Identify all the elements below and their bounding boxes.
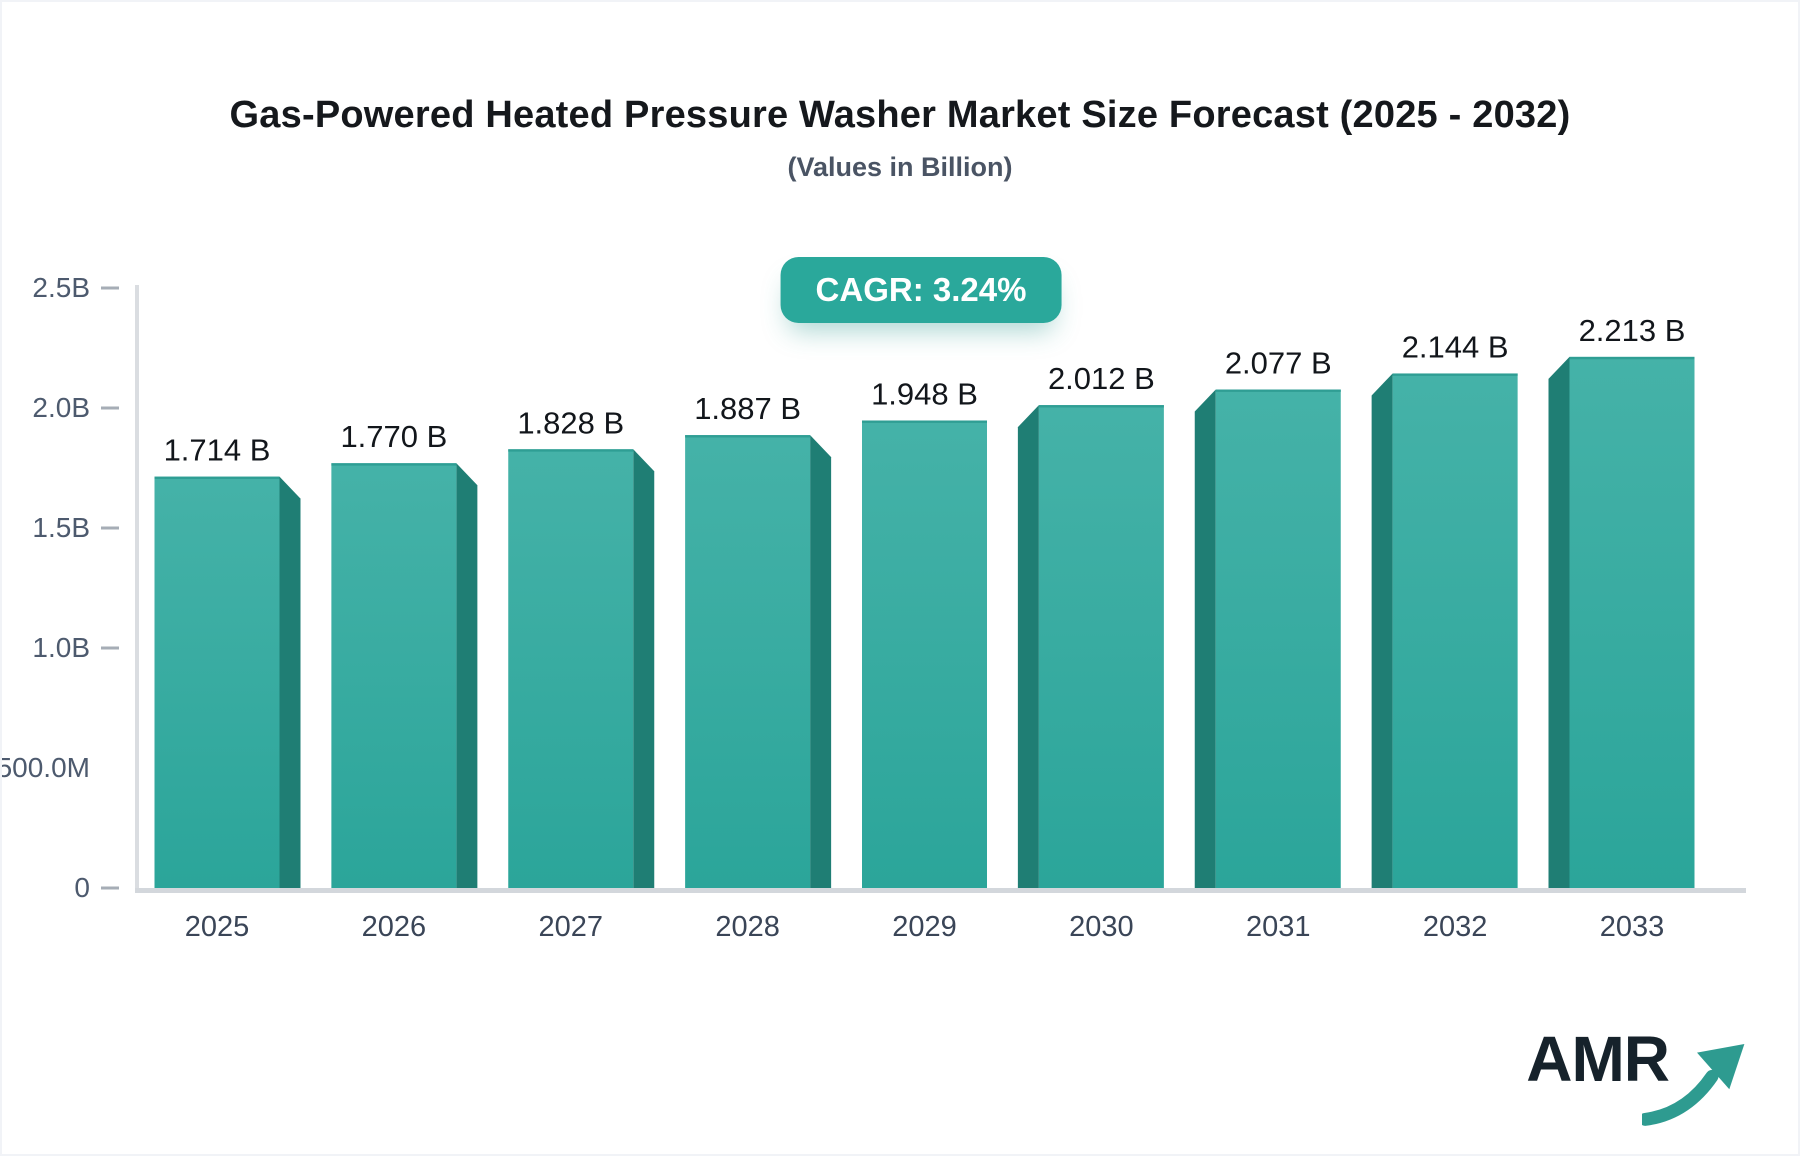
- bar-side-3d: [279, 476, 301, 888]
- x-axis-label: 2029: [892, 911, 957, 943]
- cagr-badge: CAGR: 3.24%: [780, 257, 1062, 323]
- bar-side-3d: [1548, 356, 1570, 888]
- x-axis-label: 2028: [715, 911, 780, 943]
- bar-value-label: 1.887 B: [694, 391, 801, 426]
- page-title: Gas-Powered Heated Pressure Washer Marke…: [229, 94, 1571, 136]
- y-axis-label: 1.5B: [32, 512, 90, 543]
- bar-side-3d: [1371, 373, 1393, 888]
- bar-2030[interactable]: [1038, 405, 1164, 888]
- x-axis-label: 2030: [1069, 911, 1134, 943]
- bar-2031[interactable]: [1215, 389, 1341, 888]
- y-axis-label: 0: [74, 872, 90, 903]
- bar-side-3d: [456, 463, 478, 888]
- bar-side-3d: [1017, 405, 1039, 888]
- bar-value-label: 1.948 B: [871, 376, 978, 411]
- y-axis-label: 1.0B: [32, 632, 90, 663]
- y-axis-label: 2.0B: [32, 392, 90, 423]
- bar-2033[interactable]: [1569, 356, 1695, 888]
- bar-value-label: 1.828 B: [517, 405, 624, 440]
- bar-side-3d: [810, 435, 832, 888]
- bar-value-label: 2.077 B: [1225, 346, 1332, 381]
- bar-value-label: 1.770 B: [340, 419, 447, 454]
- bar-2032[interactable]: [1392, 373, 1518, 888]
- x-axis-label: 2032: [1423, 911, 1488, 943]
- x-axis-label: 2026: [362, 911, 427, 943]
- bar-value-label: 2.012 B: [1048, 361, 1155, 396]
- cagr-badge-label: CAGR: 3.24%: [815, 271, 1027, 308]
- bar-value-label: 2.213 B: [1579, 313, 1686, 348]
- x-axis-label: 2025: [185, 911, 250, 943]
- x-axis-label: 2033: [1600, 911, 1665, 943]
- bar-2027[interactable]: [508, 449, 634, 888]
- bar-2028[interactable]: [685, 435, 811, 888]
- bar-side-3d: [633, 449, 655, 888]
- x-axis-label: 2031: [1246, 911, 1311, 943]
- growth-arrow-icon: [1642, 1044, 1745, 1126]
- y-axis-label: 2.5B: [32, 272, 90, 303]
- bar-2029[interactable]: [862, 420, 987, 888]
- amr-logo-text: AMR: [1526, 1023, 1670, 1095]
- amr-logo: AMR: [1526, 1018, 1752, 1128]
- bar-side-3d: [1194, 389, 1216, 888]
- bar-2026[interactable]: [331, 463, 457, 888]
- bar-value-label: 1.714 B: [164, 433, 271, 468]
- bar-2025[interactable]: [154, 476, 280, 888]
- bar-value-label: 2.144 B: [1402, 329, 1509, 364]
- page-subtitle: (Values in Billion): [787, 152, 1013, 182]
- x-axis-label: 2027: [538, 911, 603, 943]
- y-axis-label: 500.0M: [2, 752, 90, 783]
